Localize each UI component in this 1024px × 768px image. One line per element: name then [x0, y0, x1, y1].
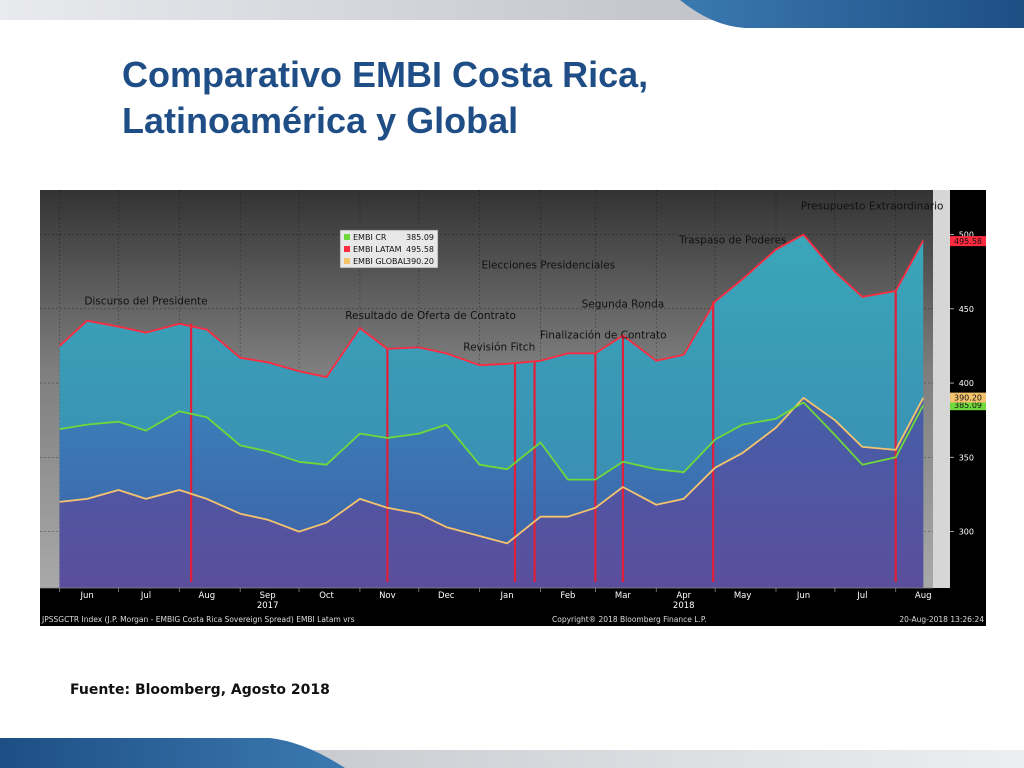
chart-footer-stamp: 20-Aug-2018 13:26:24: [899, 615, 984, 624]
embi-chart: Discurso del Presidente Resultado de Ofer…: [40, 190, 986, 626]
last-value-tag-embi-latam: [950, 236, 986, 247]
x-tick-label: Sep: [260, 591, 276, 601]
last-value-tag-embi-global: [950, 392, 986, 403]
event-annotation: Segunda Ronda: [582, 298, 665, 310]
x-tick-label: Apr: [676, 591, 691, 601]
event-annotation: Elecciones Presidenciales: [481, 260, 615, 272]
event-annotation: Presupuesto Extraordinario: [801, 200, 944, 212]
last-value-tags: 385.09 495.58 390.20: [950, 236, 986, 411]
source-note: Fuente: Bloomberg, Agosto 2018: [70, 682, 330, 698]
x-tick-label: Jan: [500, 591, 514, 601]
x-tick-label: Aug: [199, 591, 216, 601]
series-line-embi-latam: [58, 233, 924, 378]
legend-value-cr: 385.09: [406, 233, 434, 242]
legend-box: [339, 229, 439, 269]
x-year-label: 2018: [673, 601, 695, 611]
x-tick-label: Jul: [856, 591, 867, 601]
event-annotation: Revisión Fitch: [463, 341, 535, 353]
legend-label-latam: EMBI LATAM: [353, 245, 402, 254]
x-axis: Jun Jul Aug Sep Oct Nov Dec Jan Feb Mar Apr May Jun J…: [40, 587, 933, 611]
series-line-embi-cr: [59, 401, 924, 481]
y-tick-label: 400: [959, 379, 974, 388]
y-tick-label: 450: [959, 305, 974, 314]
slide-title-line-2: Latinoamérica y Global: [122, 100, 519, 141]
top-decoration-band: [0, 0, 1024, 28]
legend-label-cr: EMBI CR: [353, 233, 387, 242]
bottom-decoration-band: [0, 738, 1024, 768]
legend-swatch-latam: [344, 246, 350, 252]
series-line-embi-global: [59, 397, 924, 545]
x-tick-label: Nov: [379, 591, 396, 601]
event-annotation: Traspaso de Poderes: [678, 234, 786, 246]
chart-footer-right: Copyright® 2018 Bloomberg Finance L.P.: [552, 615, 707, 624]
x-tick-label: Aug: [915, 591, 932, 601]
x-year-label: 2017: [257, 601, 279, 611]
latest-value-band: [933, 190, 950, 588]
y-axis: 300 350 400 450 500: [950, 231, 974, 537]
last-value-tag-embi-cr: [950, 400, 986, 411]
last-value-label: 385.09: [954, 401, 982, 410]
last-value-label: 495.58: [954, 237, 982, 246]
event-annotation: Discurso del Presidente: [84, 295, 207, 307]
last-value-label: 390.20: [954, 394, 982, 403]
x-tick-label: Mar: [615, 591, 632, 601]
x-tick-label: Jun: [796, 591, 810, 601]
area-embi-global: [59, 397, 924, 588]
x-tick-label: Feb: [560, 591, 575, 601]
embi-chart-svg: Discurso del Presidente Resultado de Ofer…: [40, 190, 986, 626]
legend-value-latam: 495.58: [406, 245, 434, 254]
event-annotation: Finalización de Contrato: [540, 330, 666, 342]
series-lines: [58, 233, 924, 545]
y-tick-label: 350: [959, 453, 974, 462]
legend-swatch-cr: [344, 234, 350, 240]
legend-swatch-global: [344, 258, 350, 264]
slide-title: Comparativo EMBI Costa Rica, Latinoaméri…: [122, 52, 922, 144]
event-annotations: Discurso del Presidente Resultado de Ofer…: [84, 200, 943, 353]
slide-title-line-1: Comparativo EMBI Costa Rica,: [122, 54, 649, 95]
legend-label-global: EMBI GLOBAL: [353, 257, 408, 266]
event-lines: [190, 290, 897, 582]
y-tick-label: 500: [959, 231, 974, 240]
x-tick-label: Oct: [319, 591, 334, 601]
legend-value-global: 390.20: [406, 257, 434, 266]
x-tick-label: Dec: [438, 591, 455, 601]
chart-legend: EMBI CR 385.09 EMBI LATAM 495.58 EMBI GL…: [339, 229, 439, 269]
x-tick-label: Jul: [140, 591, 151, 601]
x-tick-label: Jun: [79, 591, 93, 601]
chart-footer-left: JPSSGCTR Index (J.P. Morgan - EMBIG Cost…: [41, 615, 355, 624]
y-tick-label: 300: [959, 528, 974, 537]
x-tick-label: May: [734, 591, 752, 601]
event-annotation: Resultado de Oferta de Contrato: [345, 310, 516, 322]
